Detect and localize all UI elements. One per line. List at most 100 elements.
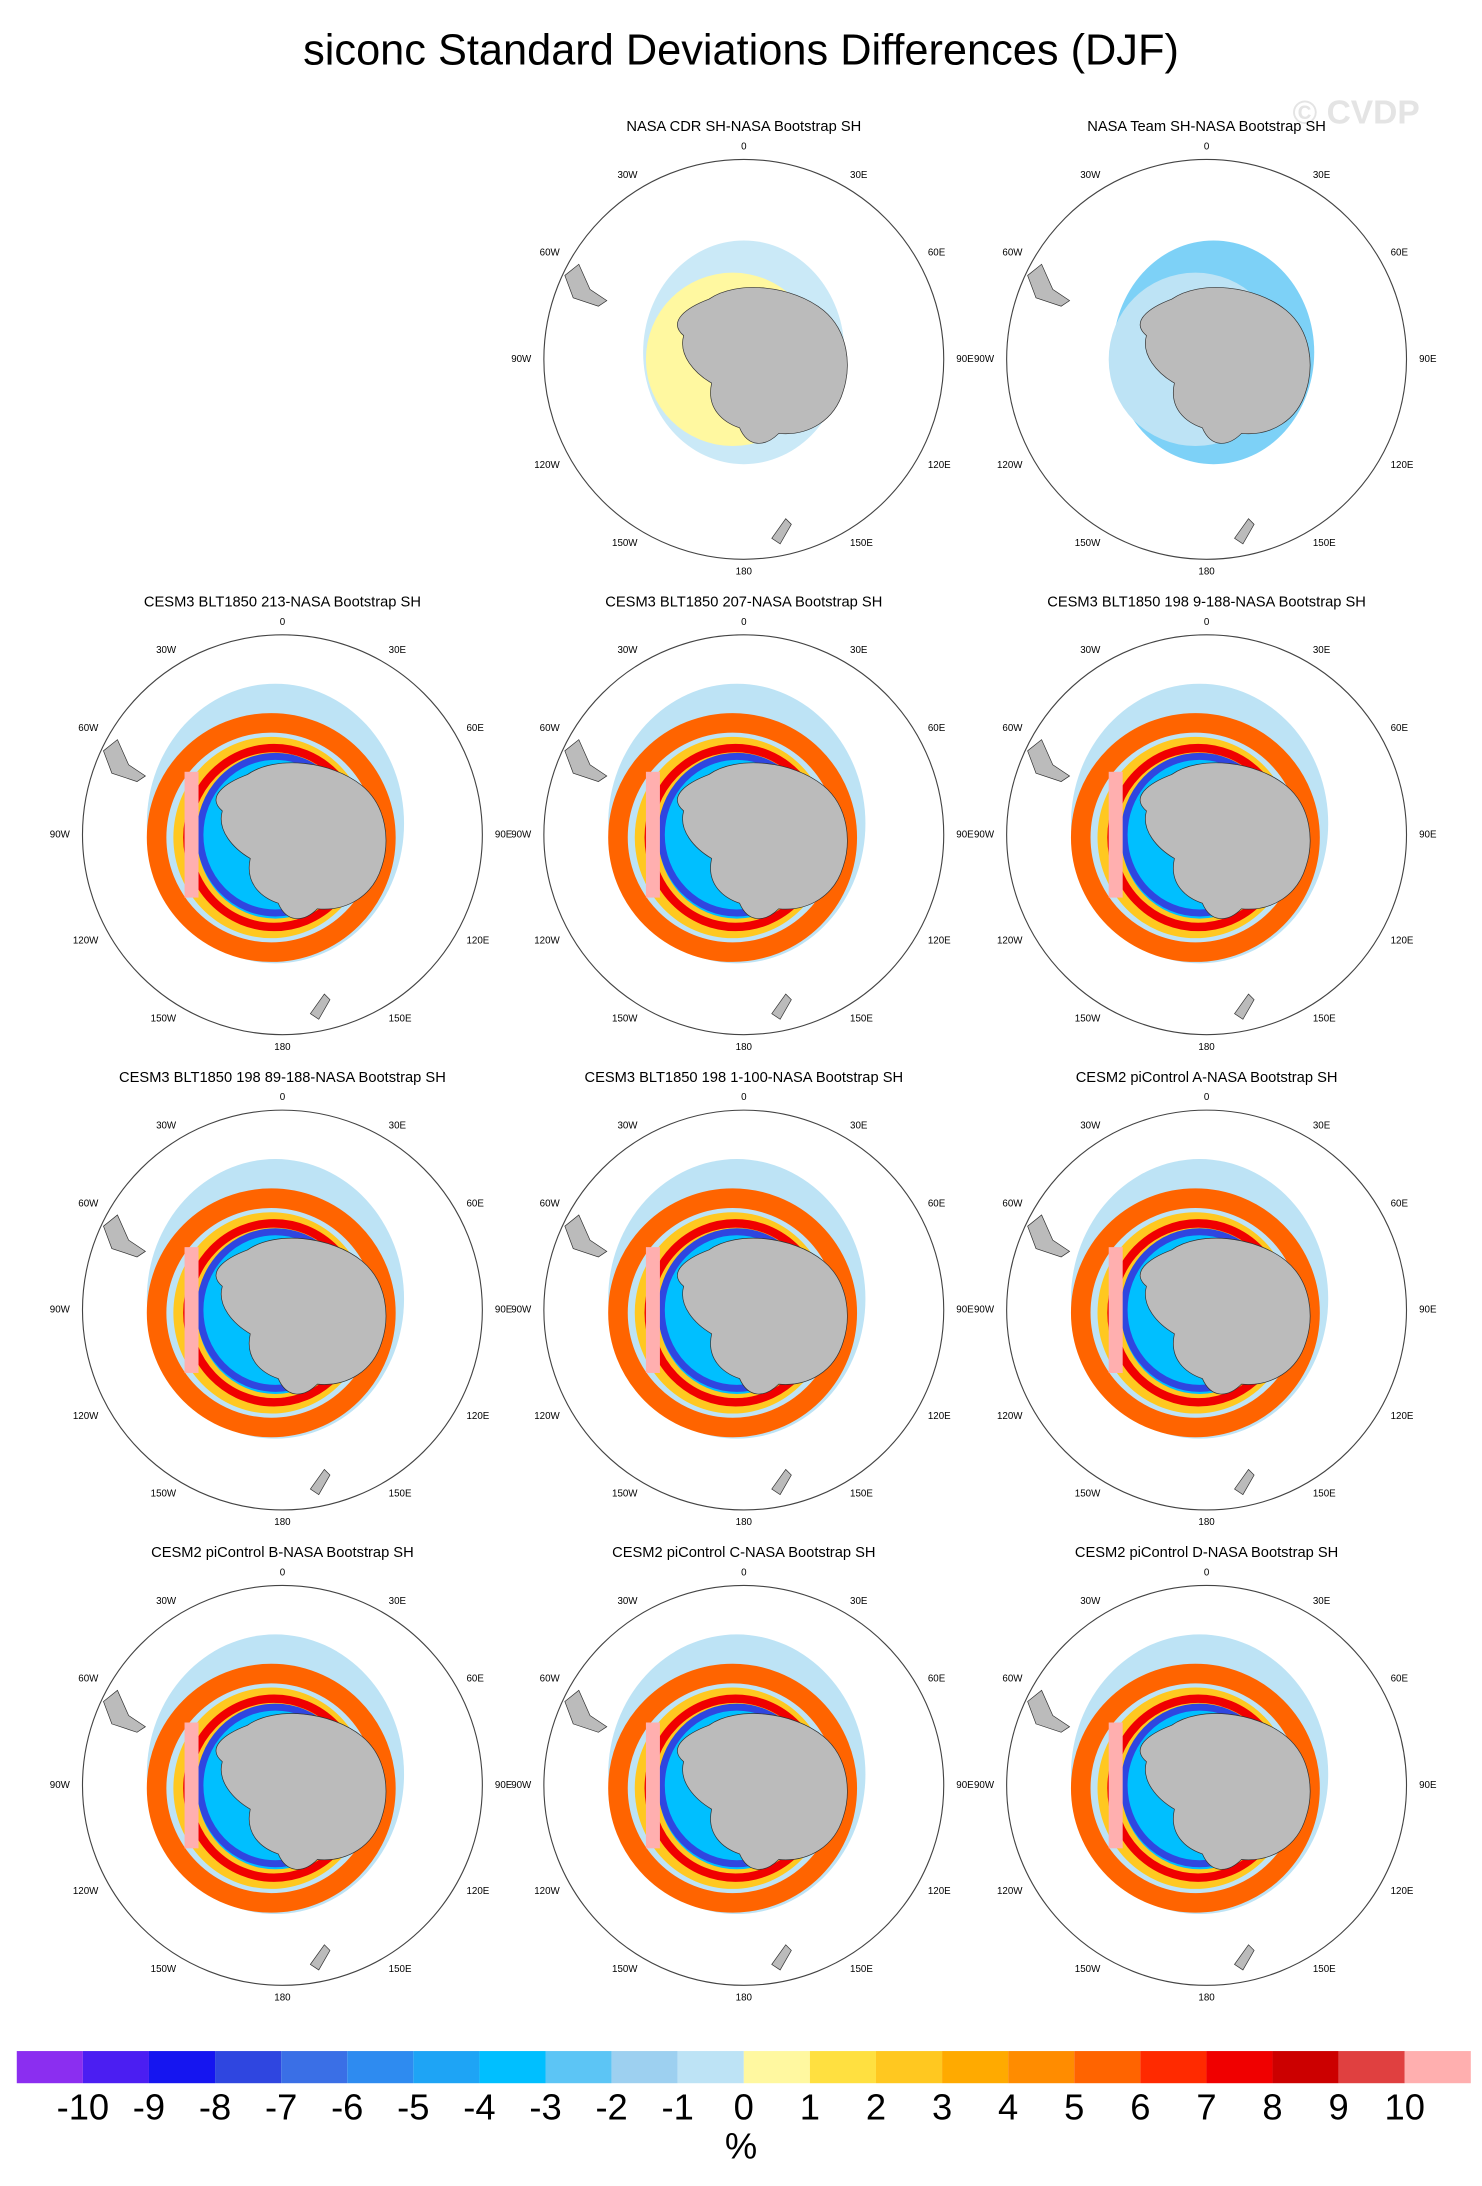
- lon-label: 30W: [617, 645, 638, 656]
- lon-label: 150E: [850, 1013, 873, 1024]
- field: [184, 1247, 199, 1373]
- lon-label: 30W: [156, 1596, 177, 1607]
- south-america: [564, 739, 608, 782]
- lon-label: 150E: [1313, 1489, 1336, 1500]
- colorbar-label: 1: [800, 2086, 820, 2127]
- lon-label: 60W: [540, 1674, 561, 1685]
- lon-label: 0: [280, 1567, 286, 1578]
- lon-label: 0: [1204, 1092, 1210, 1103]
- lon-label: 150W: [1075, 1964, 1101, 1975]
- lon-label: 60E: [928, 1198, 946, 1209]
- map-panel: NASA Team SH-NASA Bootstrap SH 0 30E 60E 90E…: [974, 119, 1437, 577]
- antarctica: [677, 1237, 848, 1395]
- lon-label: 120W: [997, 936, 1023, 947]
- lon-label: 30E: [850, 645, 868, 656]
- lon-label: 60E: [1391, 1198, 1409, 1209]
- lon-label: 150W: [151, 1013, 177, 1024]
- map-panel: CESM2 piControl A-NASA Bootstrap SH 0 30E 6…: [974, 1070, 1437, 1528]
- lon-label: 90E: [1419, 354, 1437, 365]
- south-america: [103, 739, 147, 782]
- map-panel: CESM3 BLT1850 213-NASA Bootstrap SH 0 30E 6…: [50, 594, 513, 1052]
- south-america: [1027, 739, 1071, 782]
- lon-label: 90W: [974, 1305, 995, 1316]
- lon-label: 30E: [389, 1596, 407, 1607]
- lon-label: 60W: [1002, 1674, 1023, 1685]
- antarctica: [1139, 762, 1311, 919]
- lon-label: 60W: [78, 1198, 99, 1209]
- lon-label: 90E: [956, 354, 974, 365]
- panel-title: CESM3 BLT1850 213-NASA Bootstrap SH: [144, 594, 421, 610]
- colorbar-label: -7: [265, 2086, 297, 2127]
- lon-label: 0: [1204, 141, 1210, 152]
- lon-label: 90W: [50, 829, 71, 840]
- lon-label: 120W: [73, 1886, 99, 1897]
- panel-title: CESM3 BLT1850 198 89-188-NASA Bootstrap …: [119, 1070, 446, 1086]
- lon-label: 120E: [1391, 460, 1414, 471]
- lon-label: 120W: [997, 460, 1023, 471]
- lon-label: 150E: [1313, 1964, 1336, 1975]
- lon-label: 60W: [540, 248, 561, 259]
- lon-label: 150W: [612, 538, 638, 549]
- lon-label: 90E: [956, 1305, 974, 1316]
- lon-label: 120E: [1391, 936, 1414, 947]
- lon-label: 150W: [1075, 1489, 1101, 1500]
- panel-title: CESM2 piControl B-NASA Bootstrap SH: [151, 1545, 414, 1561]
- lon-label: 180: [1198, 1993, 1215, 2004]
- colorbar-box: [1338, 2051, 1405, 2084]
- colorbar-box: [1074, 2051, 1141, 2084]
- field: [184, 1722, 199, 1849]
- lon-label: 120W: [534, 1411, 560, 1422]
- colorbar-box: [1140, 2051, 1207, 2084]
- colorbar-box: [82, 2051, 149, 2084]
- map-panel: CESM3 BLT1850 207-NASA Bootstrap SH 0 30E 6…: [511, 594, 974, 1052]
- colorbar-box: [1206, 2051, 1273, 2084]
- new-zealand: [771, 1468, 792, 1496]
- lon-label: 90E: [1419, 1780, 1437, 1791]
- colorbar-label: 9: [1329, 2086, 1349, 2127]
- lon-label: 150W: [1075, 1013, 1101, 1024]
- field: [1108, 1247, 1123, 1373]
- lon-label: 180: [274, 1042, 291, 1053]
- lon-label: 120E: [1391, 1411, 1414, 1422]
- lon-label: 0: [741, 1567, 747, 1578]
- map-panel: CESM3 BLT1850 198 9-188-NASA Bootstrap S…: [974, 594, 1437, 1052]
- new-zealand: [309, 1468, 331, 1496]
- lon-label: 30W: [156, 645, 177, 656]
- south-america: [564, 263, 608, 307]
- lon-label: 30W: [617, 170, 638, 181]
- lon-label: 90W: [974, 354, 995, 365]
- colorbar-label: 2: [866, 2086, 886, 2127]
- lon-label: 60E: [1391, 248, 1409, 259]
- lon-label: 120W: [534, 936, 560, 947]
- lon-label: 0: [1204, 1567, 1210, 1578]
- lon-label: 90W: [511, 829, 532, 840]
- colorbar-box: [677, 2051, 744, 2084]
- lon-label: 150W: [151, 1964, 177, 1975]
- lon-label: 60E: [928, 723, 946, 734]
- lon-label: 60W: [1002, 248, 1023, 259]
- lon-label: 90E: [1419, 1305, 1437, 1316]
- lon-label: 150E: [850, 1489, 873, 1500]
- lon-label: 180: [1198, 1517, 1215, 1528]
- figure-title: siconc Standard Deviations Differences (…: [303, 27, 1179, 75]
- lon-label: 120E: [466, 936, 489, 947]
- antarctica: [215, 1237, 387, 1395]
- map-panel: CESM2 piControl C-NASA Bootstrap SH 0 30E 6…: [511, 1545, 974, 2003]
- lon-label: 60E: [466, 723, 484, 734]
- new-zealand: [309, 1944, 331, 1971]
- colorbar-label: 5: [1064, 2086, 1084, 2127]
- lon-label: 120E: [466, 1411, 489, 1422]
- south-america: [564, 1214, 608, 1258]
- south-america: [103, 1689, 147, 1733]
- colorbar-label: -10: [57, 2086, 110, 2127]
- antarctica: [677, 1713, 848, 1870]
- lon-label: 60W: [78, 723, 99, 734]
- colorbar-label: -1: [662, 2086, 694, 2127]
- antarctica: [215, 762, 387, 919]
- lon-label: 120E: [928, 1411, 951, 1422]
- lon-label: 120W: [997, 1411, 1023, 1422]
- map-panel: CESM2 piControl D-NASA Bootstrap SH 0 30E 6…: [974, 1545, 1437, 2003]
- new-zealand: [1234, 1468, 1255, 1496]
- colorbar-label: 3: [932, 2086, 952, 2127]
- lon-label: 30E: [1313, 170, 1331, 181]
